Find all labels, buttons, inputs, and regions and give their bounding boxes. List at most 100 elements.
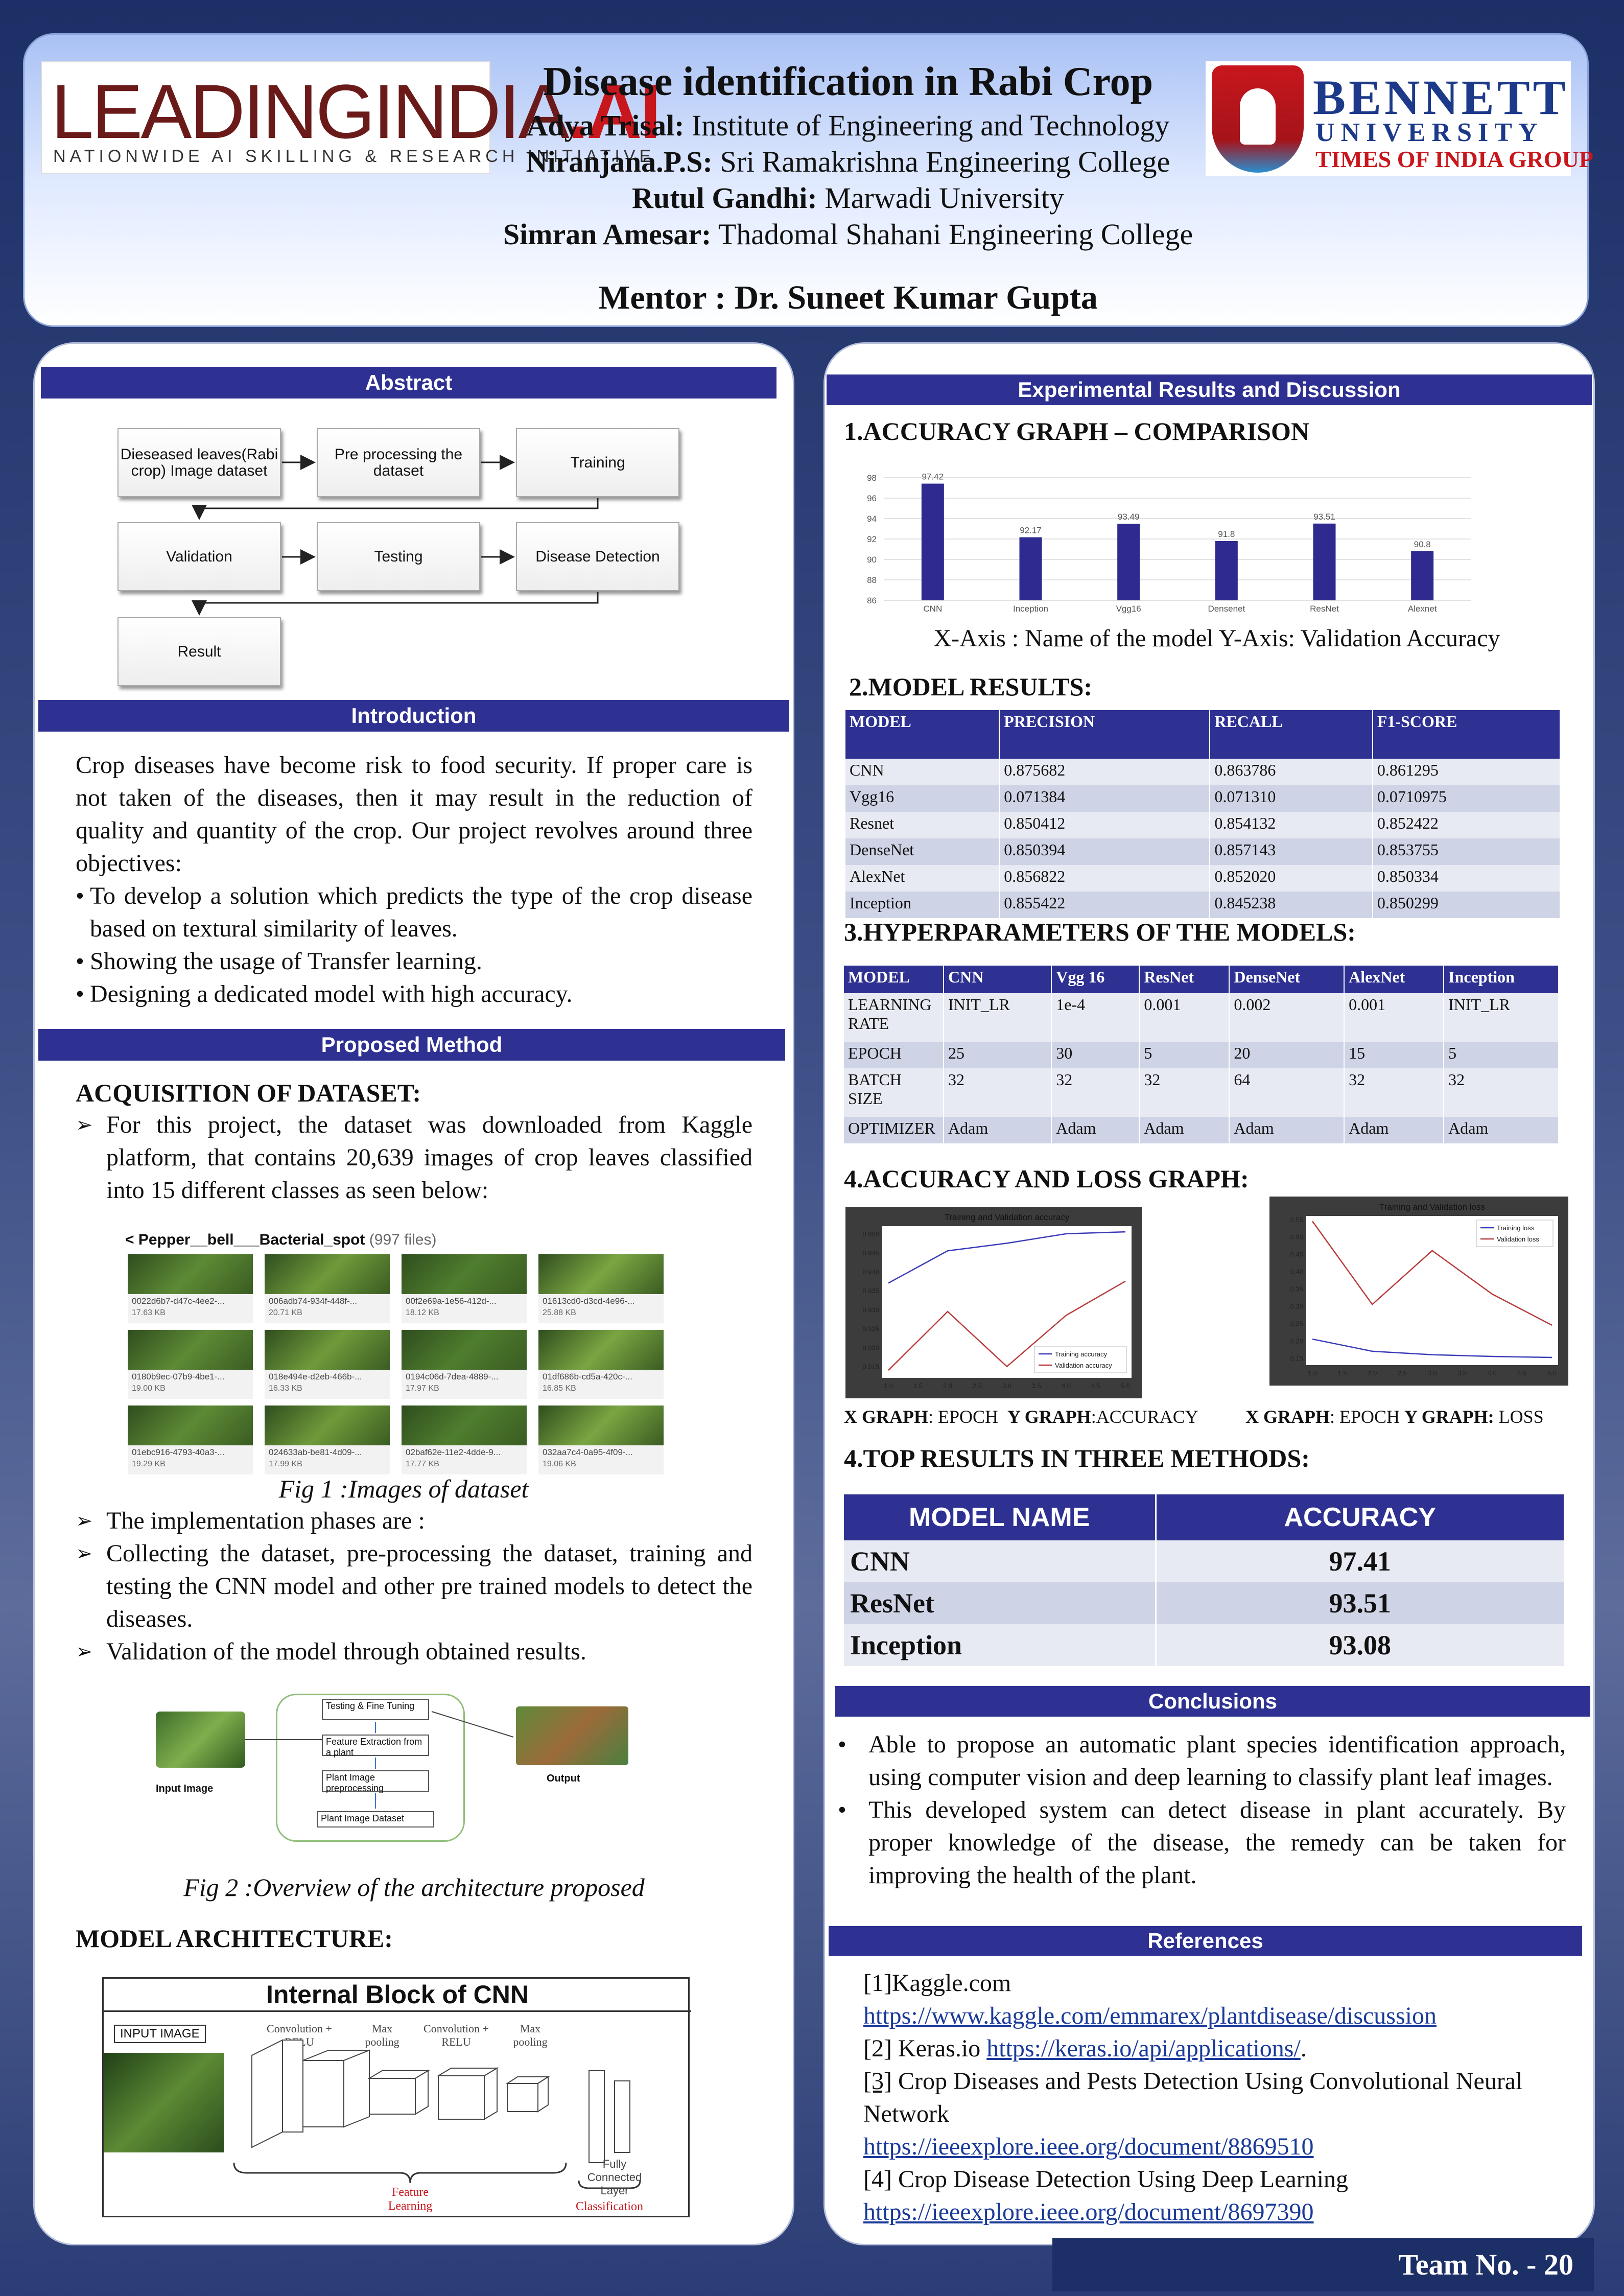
x-tick-label: 5.0	[1121, 1382, 1130, 1390]
thumbnail-name: 0180b9ec-07b9-4be1-...	[132, 1372, 225, 1381]
logo-right-1: BENNETT	[1313, 70, 1569, 125]
thumbnail-size: 17.63 KB	[132, 1308, 166, 1317]
conclusions-heading: Conclusions	[835, 1686, 1590, 1717]
y-tick-label: 0.950	[862, 1230, 879, 1238]
thumbnail-name: 00f2e69a-1e56-412d-...	[406, 1296, 497, 1306]
thumbnail-name: 0022d6b7-d47c-4ee2-...	[132, 1296, 225, 1306]
title-block: Disease identification in Rabi Crop Adya…	[490, 56, 1206, 252]
input-image-label: Input Image	[156, 1783, 214, 1794]
table-cell: 32	[1344, 1068, 1445, 1117]
table-header-cell: PRECISION	[999, 710, 1211, 759]
table-row: EPOCH 25 30 5 20 15 5	[844, 1042, 1559, 1068]
thumbnail-name: 032aa7c4-0a95-4f09-...	[543, 1447, 633, 1457]
author-affiliation: Sri Ramakrishna Engineering College	[712, 145, 1170, 178]
dataset-image-grid: < Pepper__bell___Bacterial_spot (997 fil…	[115, 1226, 692, 1487]
y-tick-label: 0.40	[1290, 1268, 1303, 1276]
author-line: Niranjana.P.S: Sri Ramakrishna Engineeri…	[490, 144, 1206, 180]
leaf-thumbnail-image	[128, 1330, 253, 1370]
author-name: Niranjana.P.S:	[526, 145, 713, 178]
data-label: 97.42	[922, 472, 944, 482]
accuracy-axis-caption: X-Axis : Name of the model Y-Axis: Valid…	[933, 625, 1500, 652]
accuracy-graph-caption: X GRAPH: EPOCH Y GRAPH:ACCURACY	[844, 1406, 1198, 1427]
thumbnail-name: 01613cd0-d3cd-4e96-...	[543, 1296, 635, 1306]
reference-3-text: Crop Diseases and Pests Detection Using …	[863, 2068, 1523, 2127]
dataset-folder-name: < Pepper__bell___Bacterial_spot	[125, 1231, 365, 1248]
reference-2-end: .	[1300, 2035, 1307, 2062]
thumbnail: 032aa7c4-0a95-4f09-... 19.06 KB	[538, 1405, 664, 1474]
y-tick-label: 88	[867, 575, 877, 585]
table-cell: 93.08	[1156, 1624, 1565, 1666]
cnn-fc-label: Fully Connected Layer	[587, 2158, 642, 2197]
table-cell: 0.850412	[999, 812, 1211, 838]
table-cell: 0.852422	[1372, 812, 1561, 838]
impl-bullet: The implementation phases are :	[76, 1505, 752, 1537]
author-line: Rutul Gandhi: Marwadi University	[490, 180, 1206, 216]
leaf-thumbnail-image	[265, 1330, 390, 1370]
reference-4: [4] Crop Disease Detection Using Deep Le…	[863, 2166, 1349, 2193]
x-tick-label: Densenet	[1208, 604, 1245, 614]
table-cell: 0.852020	[1210, 865, 1373, 892]
pipeline-arrows	[245, 1711, 514, 1809]
thumbnail-size: 16.85 KB	[543, 1384, 576, 1393]
reference-2-link[interactable]: https://keras.io/api/applications/	[986, 2035, 1301, 2062]
conclusion-text: Able to propose an automatic plant speci…	[868, 1731, 1566, 1791]
thumbnail-size: 17.99 KB	[269, 1460, 302, 1468]
table-cell: Adam	[1344, 1117, 1445, 1143]
caption-yv: :ACCURACY	[1091, 1407, 1198, 1427]
thumbnail: 00f2e69a-1e56-412d-... 18.12 KB	[402, 1254, 527, 1323]
caption-y: Y GRAPH	[1007, 1407, 1091, 1427]
x-tick-label: 2.0	[943, 1382, 952, 1390]
x-tick-label: 2.5	[1398, 1369, 1407, 1377]
flow-box-testing: Testing	[317, 522, 480, 591]
top-results-heading: 4.TOP RESULTS IN THREE METHODS:	[844, 1444, 1310, 1472]
pipeline-step: Feature Extraction from a plant	[322, 1735, 429, 1758]
y-tick-label: 0.935	[862, 1287, 879, 1295]
output-label: Output	[547, 1773, 580, 1784]
series-line	[888, 1280, 1126, 1371]
reference-4-link[interactable]: https://ieeexplore.ieee.org/document/869…	[863, 2198, 1314, 2225]
acquisition-text: For this project, the dataset was downlo…	[76, 1109, 752, 1207]
bar	[921, 483, 944, 600]
table-header-cell: F1-SCORE	[1372, 710, 1561, 759]
thumbnail: 01613cd0-d3cd-4e96-... 25.88 KB	[538, 1254, 664, 1323]
table-cell: 0.863786	[1210, 759, 1373, 785]
table-row: DenseNet 0.850394 0.857143 0.853755	[845, 838, 1561, 865]
thumbnail: 0180b9ec-07b9-4be1-... 19.00 KB	[128, 1330, 253, 1399]
x-tick-label: 3.5	[1032, 1382, 1041, 1390]
model-architecture-heading: MODEL ARCHITECTURE:	[76, 1924, 393, 1953]
bar	[1215, 541, 1238, 600]
data-label: 92.17	[1020, 526, 1042, 535]
table-cell: CNN	[844, 1540, 1157, 1582]
table-cell: 20	[1229, 1042, 1345, 1068]
table-cell: 0.001	[1139, 993, 1230, 1042]
table-cell: 0.857143	[1210, 838, 1373, 865]
leaf-thumbnail-image	[538, 1254, 664, 1294]
reference-2: [2] Keras.io https://keras.io/api/applic…	[863, 2032, 1568, 2065]
reference-3-link[interactable]: https://ieeexplore.ieee.org/document/886…	[863, 2133, 1314, 2160]
x-tick-label: Inception	[1013, 604, 1048, 614]
series-line	[1311, 1221, 1552, 1326]
thumbnail-name: 01df686b-cd5a-420c-...	[543, 1372, 632, 1381]
y-tick-label: 0.45	[1290, 1251, 1303, 1258]
table-cell: 0.854132	[1210, 812, 1373, 838]
conclusion-text: This developed system can detect disease…	[868, 1796, 1566, 1889]
author-name: Simran Amesar:	[503, 218, 712, 251]
team-number: Team No. - 20	[1052, 2238, 1594, 2291]
thumbnail-name: 01ebc916-4793-40a3-...	[132, 1447, 225, 1457]
table-cell: 97.41	[1156, 1540, 1565, 1582]
x-tick-label: 4.0	[1062, 1382, 1071, 1390]
x-tick-label: ResNet	[1310, 604, 1339, 614]
table-row: OPTIMIZER Adam Adam Adam Adam Adam Adam	[844, 1117, 1559, 1143]
y-tick-label: 90	[867, 555, 877, 565]
legend-entry: Validation loss	[1497, 1235, 1539, 1243]
pipeline-frame	[276, 1694, 465, 1842]
figure-1-caption: Fig 1 :Images of dataset	[278, 1474, 529, 1503]
reference-1-link[interactable]: https://www.kaggle.com/emmarex/plantdise…	[863, 2002, 1437, 2029]
thumbnail-name: 018e494e-d2eb-466b-...	[269, 1372, 362, 1381]
figure-2-caption: Fig 2 :Overview of the architecture prop…	[183, 1873, 645, 1902]
introduction-text: Crop diseases have become risk to food s…	[76, 752, 752, 877]
caption-x: X GRAPH	[844, 1407, 928, 1427]
table-header-cell: CNN	[944, 966, 1052, 993]
reference-3: [3] Crop Diseases and Pests Detection Us…	[863, 2065, 1568, 2130]
table-cell: ResNet	[844, 1582, 1157, 1624]
